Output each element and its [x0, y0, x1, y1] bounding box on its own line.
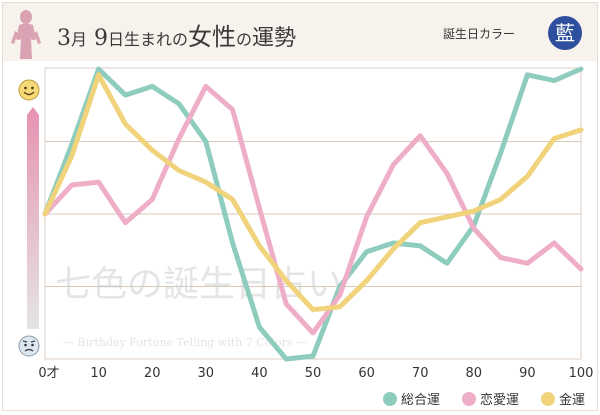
x-tick-label: 100 — [569, 366, 594, 381]
legend-swatch-money — [541, 392, 555, 406]
fortune-card: 3月 9日生まれの女性の運勢 誕生日カラー 藍 — [2, 2, 598, 411]
legend-label-money: 金運 — [559, 393, 586, 408]
grid-lines — [44, 67, 582, 360]
x-tick-label: 20 — [144, 366, 161, 381]
smile-face-icon — [18, 79, 40, 101]
legend-item-love: 恋愛運 — [462, 389, 519, 408]
x-tick-label: 40 — [251, 366, 268, 381]
legend-label-love: 恋愛運 — [480, 393, 520, 408]
legend-item-money: 金運 — [541, 389, 585, 408]
fortune-line-chart: 七色の誕生日占い — Birthday Fortune Telling with… — [18, 66, 593, 381]
x-tick-label: 10 — [90, 366, 107, 381]
legend-label-general: 総合運 — [401, 393, 441, 408]
x-tick-label: 90 — [519, 366, 536, 381]
series-lines — [42, 66, 584, 362]
birthday-color-label: 誕生日カラー — [443, 27, 516, 41]
legend-swatch-general — [383, 392, 397, 406]
series-line-money — [42, 72, 584, 313]
page-title: 3月 9日生まれの女性の運勢 — [57, 23, 297, 51]
worried-face-icon — [18, 335, 40, 357]
watermark-subtitle: — Birthday Fortune Telling with 7 Colors… — [63, 336, 307, 349]
woman-silhouette-icon — [11, 10, 41, 59]
x-tick-label: 30 — [198, 366, 215, 381]
birthday-color-badge: 藍 — [548, 16, 582, 50]
x-tick-label: 80 — [466, 366, 483, 381]
x-tick-label: 50 — [305, 366, 322, 381]
x-tick-label: 70 — [412, 366, 429, 381]
watermark: 七色の誕生日占い — Birthday Fortune Telling with… — [55, 264, 343, 349]
watermark-title: 七色の誕生日占い — [55, 264, 343, 305]
x-tick-label: 60 — [358, 366, 375, 381]
x-tick-label: 0才 — [38, 366, 59, 381]
x-tick-labels: 0才 10 20 30 40 50 60 70 80 90 100 — [38, 366, 593, 381]
y-scale-bar — [27, 107, 39, 329]
series-line-general — [42, 66, 584, 362]
series-line-love — [42, 83, 584, 336]
y-gradient-arrow — [27, 107, 39, 329]
legend-swatch-love — [462, 392, 476, 406]
chart-header: 3月 9日生まれの女性の運勢 誕生日カラー 藍 — [3, 3, 597, 61]
legend-item-general: 総合運 — [383, 389, 440, 408]
